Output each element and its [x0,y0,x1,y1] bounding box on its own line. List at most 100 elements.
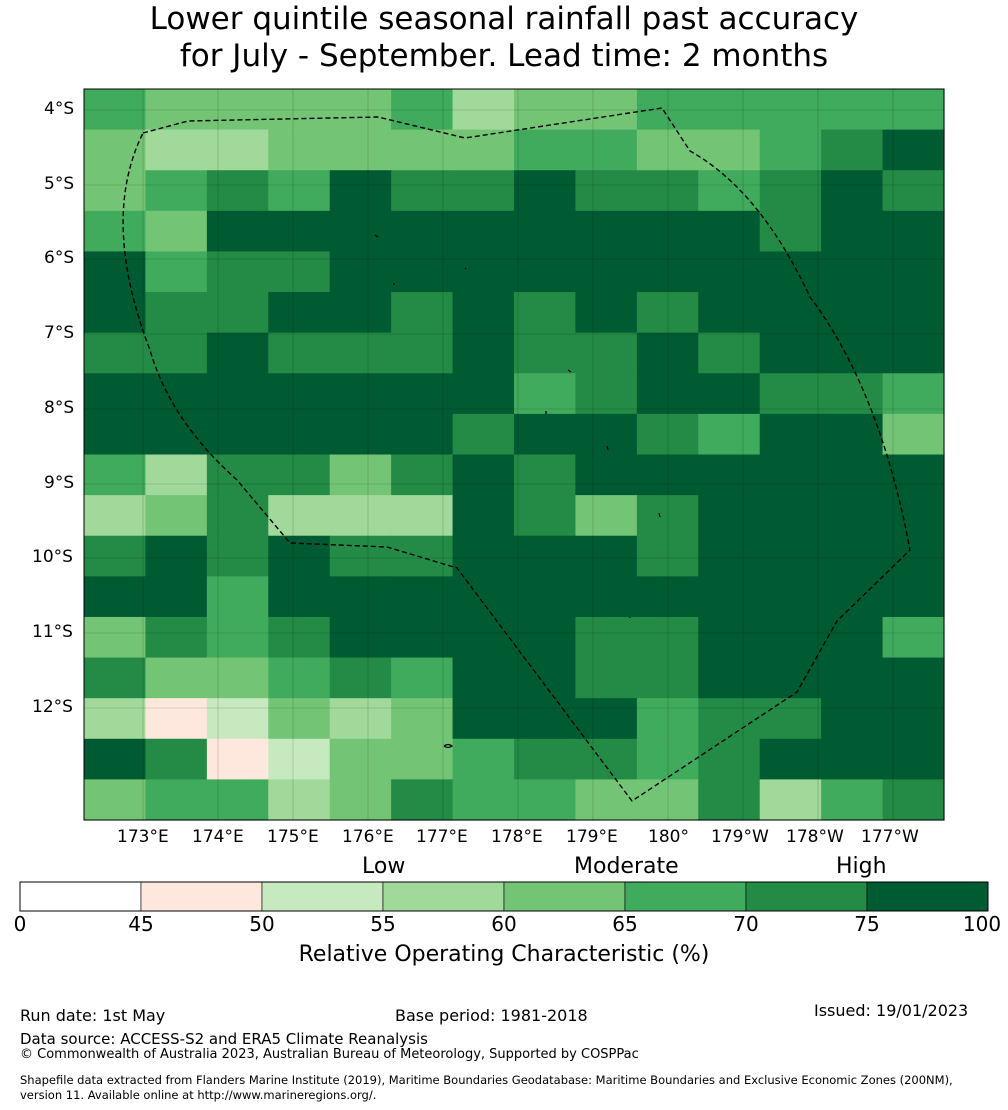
roc-cell [84,292,147,334]
roc-cell [329,413,392,456]
roc-cell [206,292,269,334]
roc-cell [145,210,208,253]
roc-cell [575,292,638,334]
eez-boundary [122,107,911,802]
colorbar-tick: 45 [128,912,154,936]
roc-cell [145,454,208,496]
colorbar-header-moderate: Moderate [574,854,679,879]
roc-cell [329,129,392,171]
roc-cell [698,495,761,537]
roc-cell [145,495,208,537]
roc-cell [391,535,454,577]
roc-cell [759,738,822,780]
roc-cell [206,210,269,253]
roc-cell [206,332,269,374]
roc-cell [882,332,945,374]
roc-cell [575,698,638,740]
roc-cell [391,170,454,212]
roc-cell [452,89,515,131]
roc-cell [759,657,822,699]
roc-cell [636,210,699,253]
roc-cell [821,89,884,131]
colorbar-segment [503,881,626,912]
roc-cell [268,779,331,821]
colorbar-header-high: High [836,854,887,879]
roc-cell [514,495,577,537]
roc-cell [821,616,884,659]
roc-cell [575,616,638,659]
roc-cell [575,657,638,699]
roc-cell [145,89,208,131]
roc-cell [145,292,208,334]
roc-cell [329,535,392,577]
roc-cell [391,495,454,537]
roc-cell [698,332,761,374]
roc-cell [329,210,392,253]
roc-cell [452,576,515,618]
colorbar-tick: 60 [491,912,517,936]
lon-label: 179°W [711,827,769,847]
roc-cell [698,454,761,496]
roc-cell [882,251,945,293]
roc-cell [821,170,884,212]
lon-label: 178°W [786,827,844,847]
roc-cell [514,413,577,456]
roc-cell [636,495,699,537]
roc-cell [759,129,822,171]
colorbar-label: Relative Operating Characteristic (%) [298,942,710,967]
roc-cell [84,89,147,131]
colorbar-tick: 55 [370,912,396,936]
roc-cell [882,170,945,212]
roc-cell [636,657,699,699]
roc-cell [821,535,884,577]
roc-cell [514,170,577,212]
shapefile-credit-line2: version 11. Available online at http://w… [20,1088,377,1102]
roc-cell [759,170,822,212]
roc-cell [268,251,331,293]
roc-cell [84,657,147,699]
roc-cell [514,657,577,699]
roc-cell [452,332,515,374]
roc-cell [514,779,577,821]
roc-cell [391,616,454,659]
colorbar-tick: 50 [249,912,275,936]
roc-cell [882,657,945,699]
roc-cell [636,779,699,821]
roc-cell [882,89,945,131]
colorbar-tick: 65 [612,912,638,936]
roc-cell [329,332,392,374]
roc-cell [329,292,392,334]
roc-cell [636,535,699,577]
roc-cell [636,332,699,374]
roc-cell [268,292,331,334]
roc-cell [759,251,822,293]
map-title-line1: Lower quintile seasonal rainfall past ac… [149,1,859,37]
lon-label: 173°E [117,827,169,847]
roc-cell [329,779,392,821]
roc-cell [882,292,945,334]
roc-cell [575,89,638,131]
roc-cell [759,698,822,740]
roc-cell [698,373,761,415]
roc-cell [206,779,269,821]
roc-cell [452,657,515,699]
issued-date: Issued: 19/01/2023 [814,1001,969,1020]
roc-cell [636,616,699,659]
roc-cell [575,251,638,293]
roc-cell [882,616,945,659]
lat-label: 5°S [44,174,75,194]
roc-cell [145,616,208,659]
roc-cell [636,738,699,780]
data-source: Data source: ACCESS-S2 and ERA5 Climate … [20,1030,428,1048]
roc-cell [759,373,822,415]
roc-cell [698,616,761,659]
roc-cell [759,616,822,659]
roc-cell [268,698,331,740]
roc-cell [268,413,331,456]
roc-cell [636,698,699,740]
roc-cell [452,170,515,212]
roc-cell [698,89,761,131]
map-title-line2: for July - September. Lead time: 2 month… [179,38,829,74]
roc-cell [882,698,945,740]
